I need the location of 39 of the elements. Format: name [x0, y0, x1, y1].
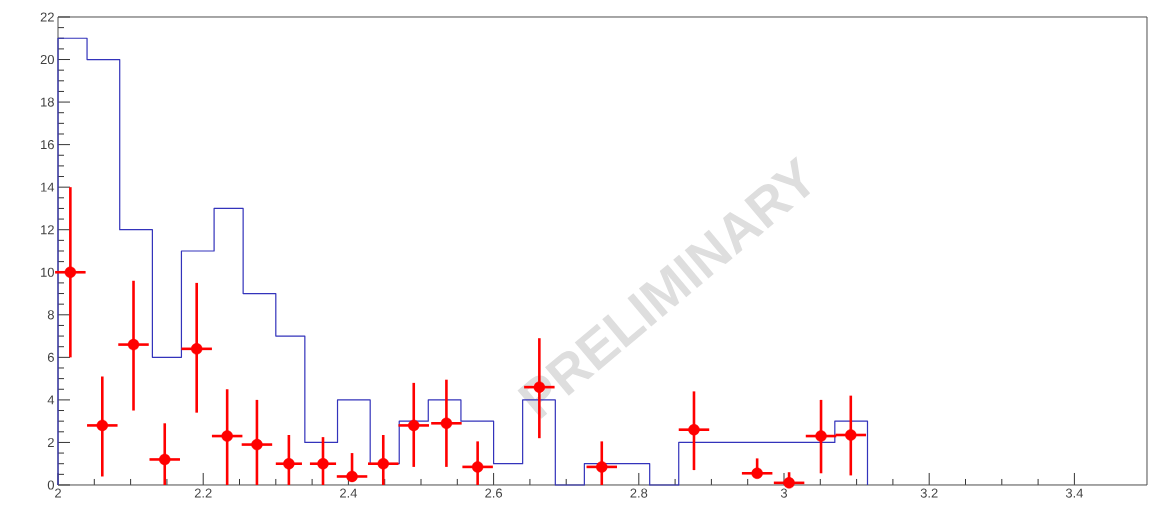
point	[596, 461, 608, 473]
point	[127, 338, 140, 351]
point	[845, 429, 857, 441]
point	[408, 419, 420, 432]
point	[317, 458, 329, 470]
y-tick-label: 16	[41, 140, 54, 150]
y-tick-label: 14	[41, 182, 55, 192]
point	[688, 423, 700, 436]
y-tick-label: 22	[40, 12, 54, 22]
point	[815, 430, 827, 442]
y-tick-label: 0	[47, 480, 54, 490]
point	[221, 430, 233, 442]
x-tick-label: 3.4	[1065, 488, 1084, 498]
y-tick-label: 6	[47, 352, 54, 362]
point	[471, 461, 484, 473]
x-tick-label: 2.8	[630, 488, 648, 498]
y-tick-label: 10	[41, 267, 54, 277]
x-tick-label: 2.6	[485, 488, 503, 498]
point	[96, 419, 108, 432]
x-tick-label: 3	[780, 488, 788, 498]
point	[64, 266, 77, 278]
x-tick-label: 2.2	[194, 488, 212, 498]
y-tick-label: 18	[41, 97, 54, 107]
point	[283, 458, 295, 470]
point	[190, 343, 203, 355]
y-tick-label: 12	[41, 225, 54, 235]
y-tick-label: 2	[47, 437, 54, 447]
x-tick-label: 2.4	[340, 488, 358, 498]
y-tick-label: 8	[47, 310, 54, 320]
point	[159, 453, 171, 466]
point	[377, 458, 389, 470]
point	[251, 438, 263, 451]
point	[751, 467, 763, 479]
point	[346, 470, 358, 483]
point	[783, 477, 795, 489]
point	[440, 417, 453, 429]
y-tick-label: 4	[47, 395, 55, 405]
y-tick-label: 20	[40, 54, 54, 65]
x-tick-label: 3.2	[920, 488, 938, 498]
